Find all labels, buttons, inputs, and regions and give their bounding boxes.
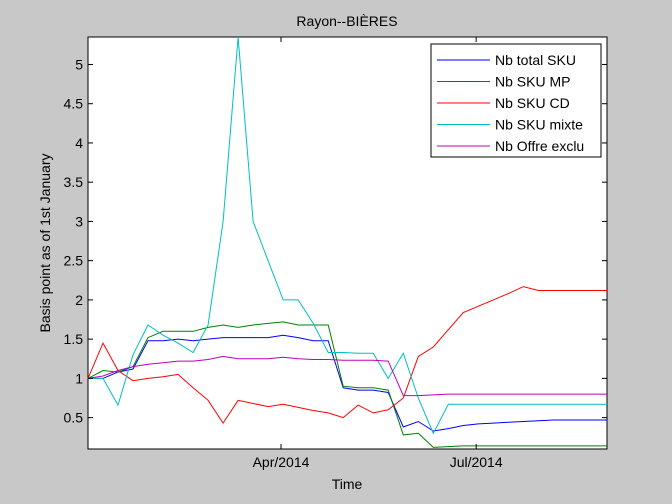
- legend-label-2: Nb SKU MP: [495, 74, 570, 90]
- y-axis-label: Basis point as of 1st January: [37, 154, 53, 333]
- tick-layer: 0.5 1 1.5 2 2.5 3 3.5 4 4.5 5 Apr/2014 Jul/2014: [64, 37, 607, 470]
- series-line-5: [87, 355, 607, 397]
- series-line-3: [87, 286, 607, 425]
- y-tick-label: 4.5: [64, 96, 84, 112]
- x-tick-label: Jul/2014: [450, 454, 503, 470]
- y-tick-label: 0.5: [64, 410, 84, 426]
- series-line-4: [88, 36, 607, 435]
- y-tick-label: 2.5: [64, 253, 84, 269]
- legend-box: [430, 43, 602, 158]
- series-layer: [87, 36, 607, 448]
- y-tick-label: 4: [75, 135, 83, 151]
- y-tick-label: 1: [75, 370, 83, 386]
- y-tick-label: 2: [75, 292, 83, 308]
- series-line-1: [88, 334, 607, 432]
- legend-label-1: Nb total SKU: [495, 52, 576, 68]
- legend-label-5: Nb Offre exclu: [495, 138, 584, 154]
- x-axis-label: Time: [332, 476, 363, 492]
- y-tick-label: 1.5: [64, 331, 84, 347]
- x-tick-label: Apr/2014: [253, 454, 310, 470]
- legend-label-3: Nb SKU CD: [495, 95, 570, 111]
- y-tick-label: 3: [75, 213, 83, 229]
- y-tick-label: 5: [75, 56, 83, 72]
- chart-title: Rayon--BIÈRES: [296, 13, 397, 29]
- y-tick-label: 3.5: [64, 174, 84, 190]
- legend: Nb total SKU Nb SKU MP Nb SKU CD Nb SKU mix…: [430, 43, 602, 158]
- series-line-2: [87, 321, 607, 448]
- legend-label-4: Nb SKU mixte: [495, 117, 583, 133]
